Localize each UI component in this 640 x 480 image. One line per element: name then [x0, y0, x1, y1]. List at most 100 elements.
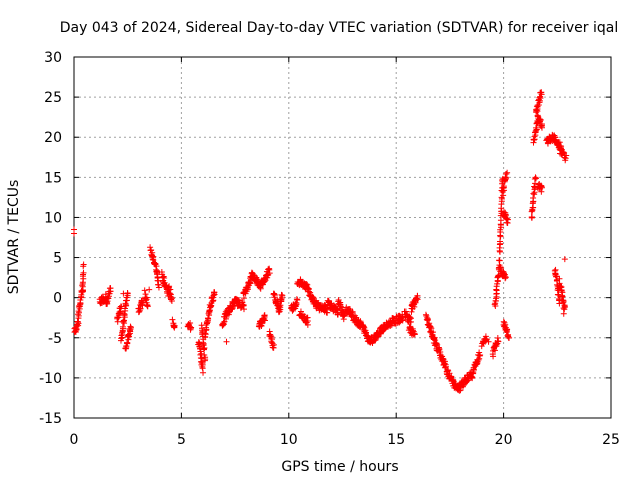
data-point — [495, 338, 502, 345]
data-point — [121, 305, 128, 312]
data-point — [500, 184, 507, 191]
data-point — [161, 275, 168, 282]
data-point — [271, 292, 278, 299]
data-point — [533, 127, 540, 134]
data-point — [200, 369, 207, 376]
data-point — [261, 317, 268, 324]
data-point — [349, 309, 356, 316]
x-tick-label: 0 — [70, 432, 79, 448]
data-point — [117, 303, 124, 310]
data-point — [538, 120, 545, 127]
data-point — [79, 280, 86, 287]
data-point — [240, 306, 247, 313]
data-point — [73, 325, 80, 332]
data-point — [530, 136, 537, 143]
data-point — [413, 295, 420, 302]
data-point — [538, 184, 545, 191]
data-point — [477, 352, 484, 359]
data-point — [209, 298, 216, 305]
data-point — [168, 297, 175, 304]
y-tick-label: -10 — [39, 371, 62, 387]
data-point — [532, 180, 539, 187]
data-point — [475, 356, 482, 363]
data-point — [154, 271, 161, 278]
data-point — [74, 319, 81, 326]
data-point — [536, 115, 543, 122]
data-point — [225, 309, 232, 316]
data-point — [530, 190, 537, 197]
x-tick-label: 25 — [602, 432, 620, 448]
data-point — [79, 288, 86, 295]
data-point — [270, 344, 277, 351]
data-point — [407, 318, 414, 325]
data-point — [80, 261, 87, 268]
data-point — [414, 296, 421, 303]
data-point — [334, 311, 341, 318]
data-point — [121, 311, 128, 318]
data-point — [79, 273, 86, 280]
data-point — [430, 329, 437, 336]
data-point — [244, 286, 251, 293]
data-point — [269, 336, 276, 343]
data-point — [324, 309, 331, 316]
grid-lines — [74, 57, 611, 418]
data-point — [137, 305, 144, 312]
data-point — [146, 286, 153, 293]
data-point — [532, 174, 539, 181]
data-point — [141, 287, 148, 294]
data-point — [557, 283, 564, 290]
y-tick-label: 15 — [44, 170, 62, 186]
data-point — [124, 340, 131, 347]
data-point — [121, 317, 128, 324]
data-point — [203, 320, 210, 327]
data-point — [124, 290, 131, 297]
data-point — [538, 91, 545, 98]
data-point — [75, 309, 82, 316]
chart-title: Day 043 of 2024, Sidereal Day-to-day VTE… — [60, 20, 618, 36]
data-point — [496, 238, 503, 245]
data-point — [537, 95, 544, 102]
data-point — [452, 380, 459, 387]
data-point — [363, 329, 370, 336]
data-point — [155, 284, 162, 291]
x-axis-label: GPS time / hours — [281, 459, 398, 475]
data-point — [79, 282, 86, 289]
data-point — [202, 334, 209, 341]
data-point — [561, 303, 568, 310]
data-point — [353, 314, 360, 321]
data-point — [424, 315, 431, 322]
data-point — [201, 345, 208, 352]
data-point — [561, 256, 568, 263]
data-point — [411, 331, 418, 338]
data-point — [432, 337, 439, 344]
data-point — [503, 170, 510, 177]
data-point — [333, 306, 340, 313]
data-point — [491, 347, 498, 354]
y-tick-label: -15 — [39, 411, 62, 427]
data-point — [310, 294, 317, 301]
data-point — [502, 274, 509, 281]
data-point — [537, 117, 544, 124]
data-point — [187, 325, 194, 332]
data-point — [442, 363, 449, 370]
data-point — [166, 283, 173, 290]
data-point — [120, 325, 127, 332]
x-tick-label: 15 — [387, 432, 405, 448]
data-point — [266, 270, 273, 277]
data-point — [169, 316, 176, 323]
data-point — [123, 343, 130, 350]
data-point — [478, 343, 485, 350]
data-point — [496, 257, 503, 264]
y-tick-label: 0 — [53, 291, 62, 307]
y-tick-label: 10 — [44, 210, 62, 226]
data-point — [80, 269, 87, 276]
data-point — [114, 318, 121, 325]
data-point — [497, 264, 504, 271]
data-point — [254, 276, 261, 283]
data-point — [322, 305, 329, 312]
data-point — [211, 291, 218, 298]
data-point — [153, 263, 160, 270]
data-point — [482, 333, 489, 340]
y-tick-labels: -15 -10 -5 0 5 10 15 20 25 30 — [39, 50, 62, 427]
